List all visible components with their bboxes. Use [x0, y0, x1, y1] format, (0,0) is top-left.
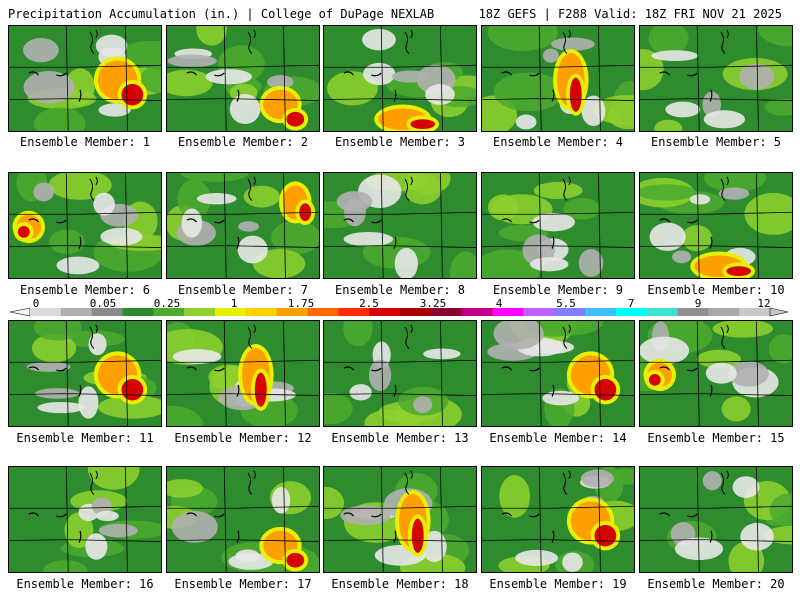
colorbar-swatch [30, 308, 62, 316]
ensemble-map-panel [323, 172, 477, 279]
ensemble-map-panel [639, 25, 793, 132]
ensemble-map-panel [639, 172, 793, 279]
ensemble-member-label: Ensemble Member: 19 [489, 577, 627, 591]
ensemble-member-label: Ensemble Member: 2 [177, 135, 309, 149]
colorbar-swatch [153, 308, 185, 316]
colorbar-swatch [400, 308, 432, 316]
ensemble-member-label: Ensemble Member: 12 [174, 431, 312, 445]
ensemble-map-panel [166, 172, 320, 279]
ensemble-map-panel [8, 25, 162, 132]
colorbar-tick-label: 5.5 [556, 297, 576, 310]
ensemble-map-panel [166, 466, 320, 573]
colorbar-arrow-left [9, 307, 31, 317]
colorbar-swatch [369, 308, 401, 316]
ensemble-map-panel [481, 172, 635, 279]
colorbar-tick-label: 0 [32, 297, 40, 310]
colorbar-tick-label: 1.75 [287, 297, 315, 310]
header-title-left: Precipitation Accumulation (in.) | Colle… [8, 7, 435, 21]
ensemble-member-label: Ensemble Member: 10 [647, 283, 785, 297]
ensemble-member-label: Ensemble Member: 11 [16, 431, 154, 445]
colorbar-swatch [307, 308, 339, 316]
ensemble-map-panel [323, 320, 477, 427]
ensemble-member-label: Ensemble Member: 16 [16, 577, 154, 591]
ensemble-member-label: Ensemble Member: 15 [647, 431, 785, 445]
colorbar-swatch [276, 308, 308, 316]
ensemble-map-panel [166, 25, 320, 132]
ensemble-map-panel [323, 466, 477, 573]
colorbar-swatch [245, 308, 277, 316]
ensemble-member-label: Ensemble Member: 13 [331, 431, 469, 445]
ensemble-member-label: Ensemble Member: 1 [19, 135, 151, 149]
colorbar-swatch [338, 308, 370, 316]
colorbar-arrow-right [769, 307, 789, 317]
ensemble-map-panel [639, 466, 793, 573]
colorbar-swatch [461, 308, 493, 316]
colorbar-tick-label: 2.5 [359, 297, 379, 310]
colorbar-tick-label: 12 [757, 297, 771, 310]
ensemble-member-label: Ensemble Member: 17 [174, 577, 312, 591]
colorbar-tick-label: 4 [495, 297, 503, 310]
ensemble-member-label: Ensemble Member: 8 [334, 283, 466, 297]
ensemble-map-panel [8, 172, 162, 279]
colorbar-tick-label: 9 [694, 297, 702, 310]
ensemble-member-label: Ensemble Member: 6 [19, 283, 151, 297]
ensemble-map-panel [481, 466, 635, 573]
colorbar-swatch [60, 308, 92, 316]
colorbar-swatch [215, 308, 247, 316]
colorbar-tick-label: 7 [627, 297, 635, 310]
colorbar-swatch [554, 308, 586, 316]
ensemble-member-label: Ensemble Member: 3 [334, 135, 466, 149]
ensemble-member-label: Ensemble Member: 7 [177, 283, 309, 297]
colorbar-tick-label: 0.25 [153, 297, 181, 310]
ensemble-map-panel [8, 466, 162, 573]
ensemble-map-panel [166, 320, 320, 427]
ensemble-member-label: Ensemble Member: 4 [492, 135, 624, 149]
colorbar-swatch [739, 308, 771, 316]
ensemble-map-panel [8, 320, 162, 427]
colorbar-tick-label: 1 [230, 297, 238, 310]
ensemble-member-label: Ensemble Member: 5 [650, 135, 782, 149]
colorbar-swatch [708, 308, 740, 316]
colorbar-swatch [677, 308, 709, 316]
colorbar-swatch [184, 308, 216, 316]
ensemble-map-panel [481, 25, 635, 132]
colorbar-tick-label: 0.05 [89, 297, 117, 310]
ensemble-member-label: Ensemble Member: 18 [331, 577, 469, 591]
colorbar-swatch [430, 308, 462, 316]
colorbar-swatch [615, 308, 647, 316]
colorbar-swatch [646, 308, 678, 316]
header-title-right: 18Z GEFS | F288 Valid: 18Z FRI NOV 21 20… [478, 7, 782, 21]
colorbar-swatch [523, 308, 555, 316]
colorbar-swatch [91, 308, 123, 316]
ensemble-map-panel [639, 320, 793, 427]
ensemble-map-panel [323, 25, 477, 132]
ensemble-member-label: Ensemble Member: 14 [489, 431, 627, 445]
ensemble-member-label: Ensemble Member: 20 [647, 577, 785, 591]
colorbar-swatch [492, 308, 524, 316]
colorbar-tick-label: 3.25 [419, 297, 447, 310]
ensemble-map-panel [481, 320, 635, 427]
colorbar-swatch [585, 308, 617, 316]
ensemble-member-label: Ensemble Member: 9 [492, 283, 624, 297]
colorbar-swatch [122, 308, 154, 316]
colorbar [9, 307, 789, 317]
